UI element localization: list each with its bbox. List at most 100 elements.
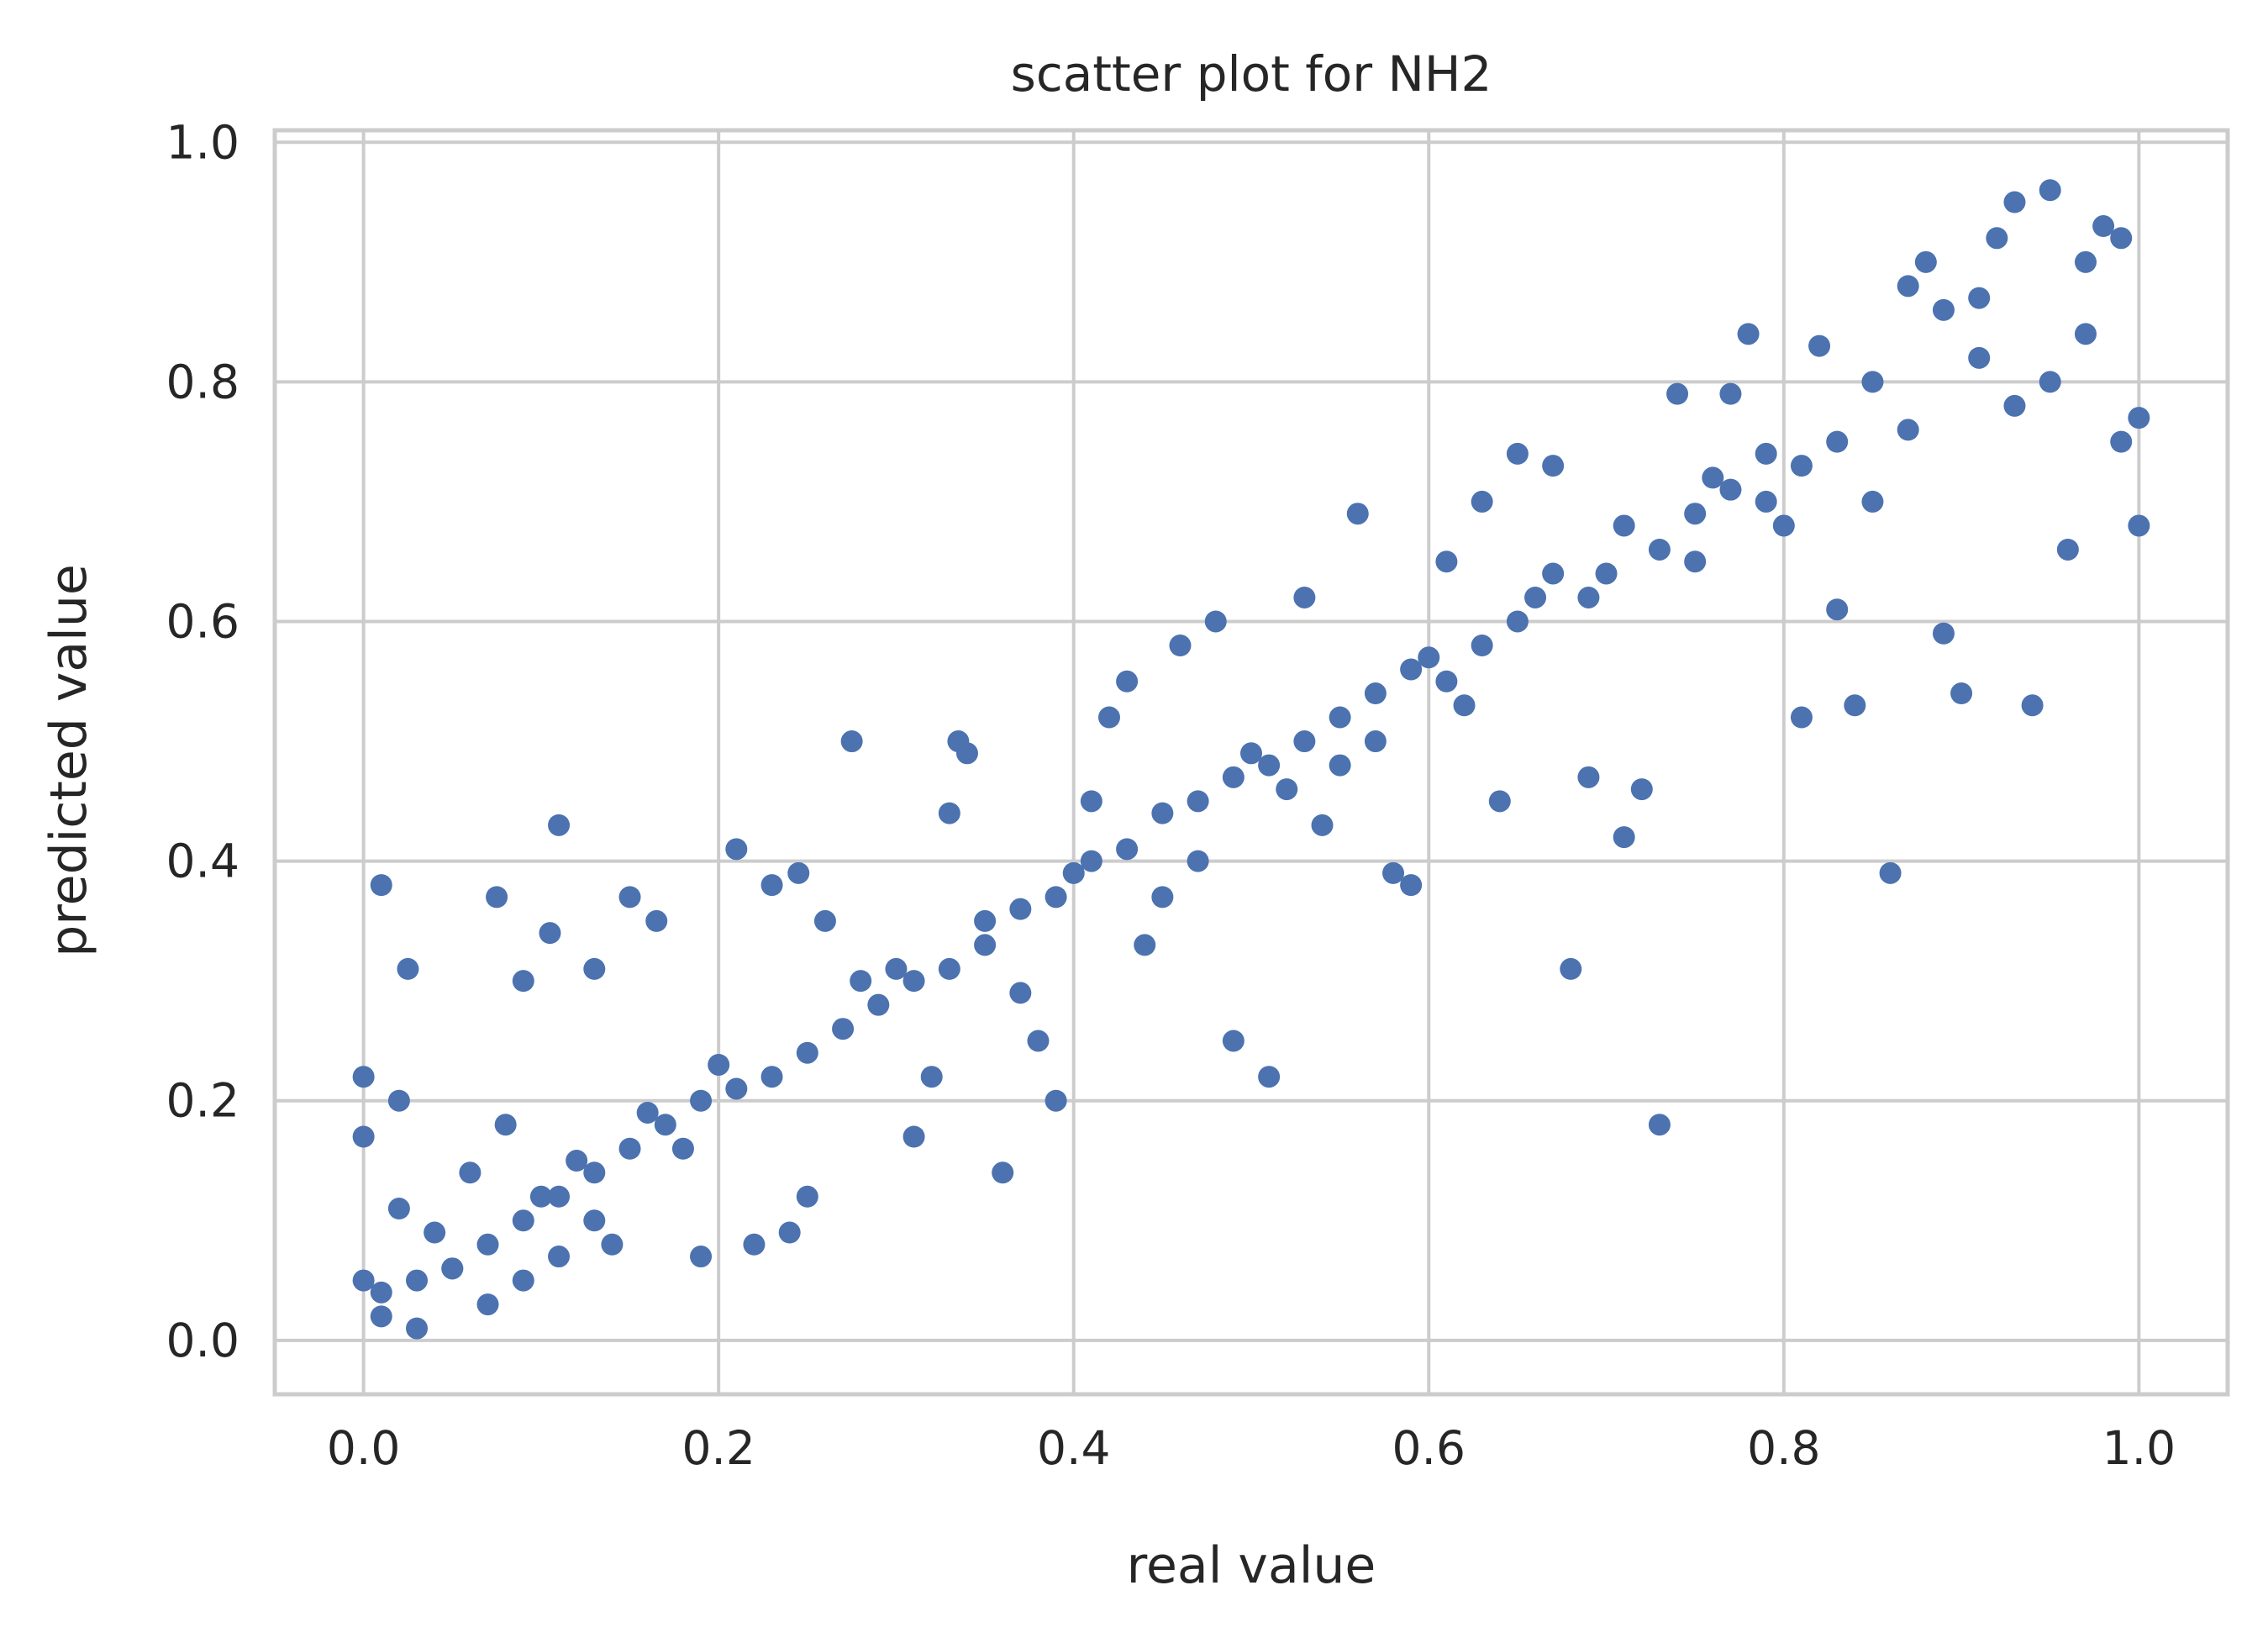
scatter-point — [902, 970, 925, 993]
scatter-point — [1772, 514, 1795, 537]
scatter-point — [1506, 610, 1529, 633]
scatter-point — [1400, 874, 1423, 897]
scatter-point — [938, 802, 960, 824]
scatter-point — [583, 1209, 606, 1232]
scatter-point — [566, 1150, 588, 1172]
scatter-point — [2039, 179, 2061, 202]
y-tick-label: 0.6 — [166, 594, 239, 648]
scatter-point — [512, 1269, 534, 1292]
scatter-point — [1276, 778, 1298, 801]
scatter-point — [974, 909, 997, 932]
scatter-point — [787, 861, 810, 884]
scatter-point — [1826, 598, 1849, 621]
scatter-point — [2074, 250, 2097, 273]
scatter-point — [548, 1246, 571, 1268]
scatter-point — [1826, 430, 1849, 453]
scatter-point — [1329, 754, 1351, 777]
scatter-point — [1222, 766, 1245, 788]
scatter-point — [2110, 227, 2133, 250]
scatter-point — [486, 886, 508, 909]
chart-title: scatter plot for NH2 — [1011, 45, 1492, 103]
scatter-point — [1808, 334, 1831, 357]
scatter-point — [1418, 646, 1440, 669]
scatter-point — [1027, 1030, 1050, 1052]
scatter-point — [1737, 323, 1760, 345]
scatter-point — [850, 970, 872, 993]
y-tick-label: 0.4 — [166, 835, 239, 888]
scatter-point — [548, 814, 571, 836]
y-tick-label: 0.2 — [166, 1074, 239, 1128]
scatter-point — [1542, 455, 1565, 477]
scatter-point — [938, 957, 960, 980]
x-tick-label: 0.4 — [1037, 1421, 1110, 1475]
y-tick-label: 1.0 — [166, 115, 239, 169]
x-tick-label: 0.8 — [1747, 1421, 1820, 1475]
scatter-point — [476, 1293, 499, 1316]
scatter-point — [796, 1185, 818, 1208]
scatter-point — [1134, 934, 1156, 956]
scatter-point — [1932, 298, 1955, 321]
scatter-point — [1258, 1066, 1281, 1088]
scatter-point — [1080, 850, 1102, 872]
scatter-point — [2128, 407, 2150, 429]
scatter-point — [1506, 442, 1529, 465]
scatter-point — [1755, 490, 1777, 513]
scatter-point — [1986, 227, 2008, 250]
y-tick-label: 0.8 — [166, 355, 239, 408]
scatter-point — [840, 730, 863, 753]
scatter-point — [885, 957, 908, 980]
scatter-point — [955, 742, 978, 765]
scatter-point — [1968, 287, 1991, 309]
scatter-point — [1790, 455, 1813, 477]
scatter-point — [370, 1305, 392, 1328]
scatter-point — [1666, 382, 1689, 405]
scatter-point — [654, 1114, 676, 1136]
scatter-point — [645, 909, 668, 932]
y-tick-label: 0.0 — [166, 1314, 239, 1367]
scatter-point — [1258, 754, 1281, 777]
scatter-point — [2074, 323, 2097, 345]
scatter-point — [387, 1198, 410, 1220]
scatter-point — [441, 1257, 464, 1280]
scatter-point — [476, 1233, 499, 1256]
scatter-point — [459, 1161, 481, 1184]
scatter-point — [1471, 490, 1493, 513]
scatter-point — [690, 1246, 713, 1268]
scatter-point — [796, 1041, 818, 1064]
scatter-point — [370, 1281, 392, 1304]
scatter-point — [1435, 550, 1458, 573]
scatter-point — [1240, 742, 1262, 765]
grid-layer — [275, 130, 2228, 1394]
scatter-point — [1719, 478, 1742, 501]
scatter-point — [583, 957, 606, 980]
scatter-point — [1914, 250, 1937, 273]
x-tick-labels: 0.0 0.2 0.4 0.6 0.8 1.0 — [327, 1421, 2176, 1475]
scatter-point — [529, 1185, 552, 1208]
scatter-point — [1790, 706, 1813, 729]
scatter-point — [813, 909, 836, 932]
scatter-point — [760, 1066, 783, 1088]
scatter-point — [1116, 670, 1139, 693]
scatter-point — [1382, 861, 1405, 884]
scatter-point — [1329, 706, 1351, 729]
scatter-point — [1116, 838, 1139, 861]
scatter-point — [512, 970, 534, 993]
scatter-point — [902, 1125, 925, 1148]
y-tick-labels: 0.0 0.2 0.4 0.6 0.8 1.0 — [166, 115, 239, 1367]
scatter-point — [1045, 1089, 1067, 1112]
scatter-point — [1861, 371, 1884, 393]
scatter-point — [1151, 802, 1174, 824]
x-tick-label: 1.0 — [2102, 1421, 2176, 1475]
scatter-point — [1684, 503, 1707, 525]
scatter-point — [397, 957, 419, 980]
scatter-point — [992, 1161, 1014, 1184]
scatter-point — [1293, 730, 1316, 753]
scatter-point — [1861, 490, 1884, 513]
scatter-point — [1062, 861, 1085, 884]
scatter-point — [1364, 682, 1387, 705]
scatter-point — [618, 1137, 641, 1160]
scatter-point — [2039, 371, 2061, 393]
x-tick-label: 0.2 — [681, 1421, 755, 1475]
scatter-point — [1151, 886, 1174, 909]
